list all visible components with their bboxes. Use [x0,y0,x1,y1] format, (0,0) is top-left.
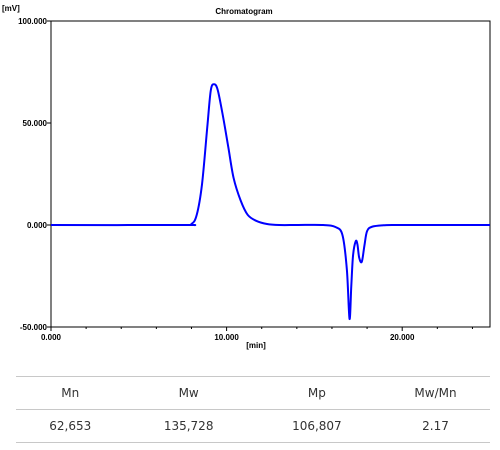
header-mw-mn: Mw/Mn [414,386,457,400]
x-axis-unit: [min] [246,341,266,350]
chart-title: Chromatogram [215,7,272,16]
table-row: 62,653 135,728 106,807 2.17 [16,410,490,443]
header-mn: Mn [61,386,80,400]
y-tick-label: 0.000 [27,221,48,230]
y-tick-label: -50.000 [20,323,48,332]
molecular-weight-table: Mn Mw Mp Mw/Mn 62,653 135,728 106,807 2.… [16,376,490,443]
chromatogram-trace [50,83,491,320]
x-tick-label: 0.000 [41,333,62,342]
y-tick-label: 100.000 [18,17,47,26]
y-axis-unit: [mV] [2,4,20,13]
value-mw: 135,728 [163,419,214,433]
table-header-row: Mn Mw Mp Mw/Mn [16,376,490,410]
x-tick-label: 20.000 [390,333,415,342]
chromatogram-chart: Chromatogram [mV] 100.00050.0000.000-50.… [2,4,491,350]
header-mp: Mp [307,386,326,400]
value-mp: 106,807 [292,419,342,433]
y-tick-label: 50.000 [23,119,48,128]
plot-frame [50,20,491,328]
value-mn: 62,653 [49,419,92,433]
x-tick-label: 10.000 [214,333,239,342]
header-mw: Mw [178,386,199,400]
value-mw-mn: 2.17 [422,419,449,433]
